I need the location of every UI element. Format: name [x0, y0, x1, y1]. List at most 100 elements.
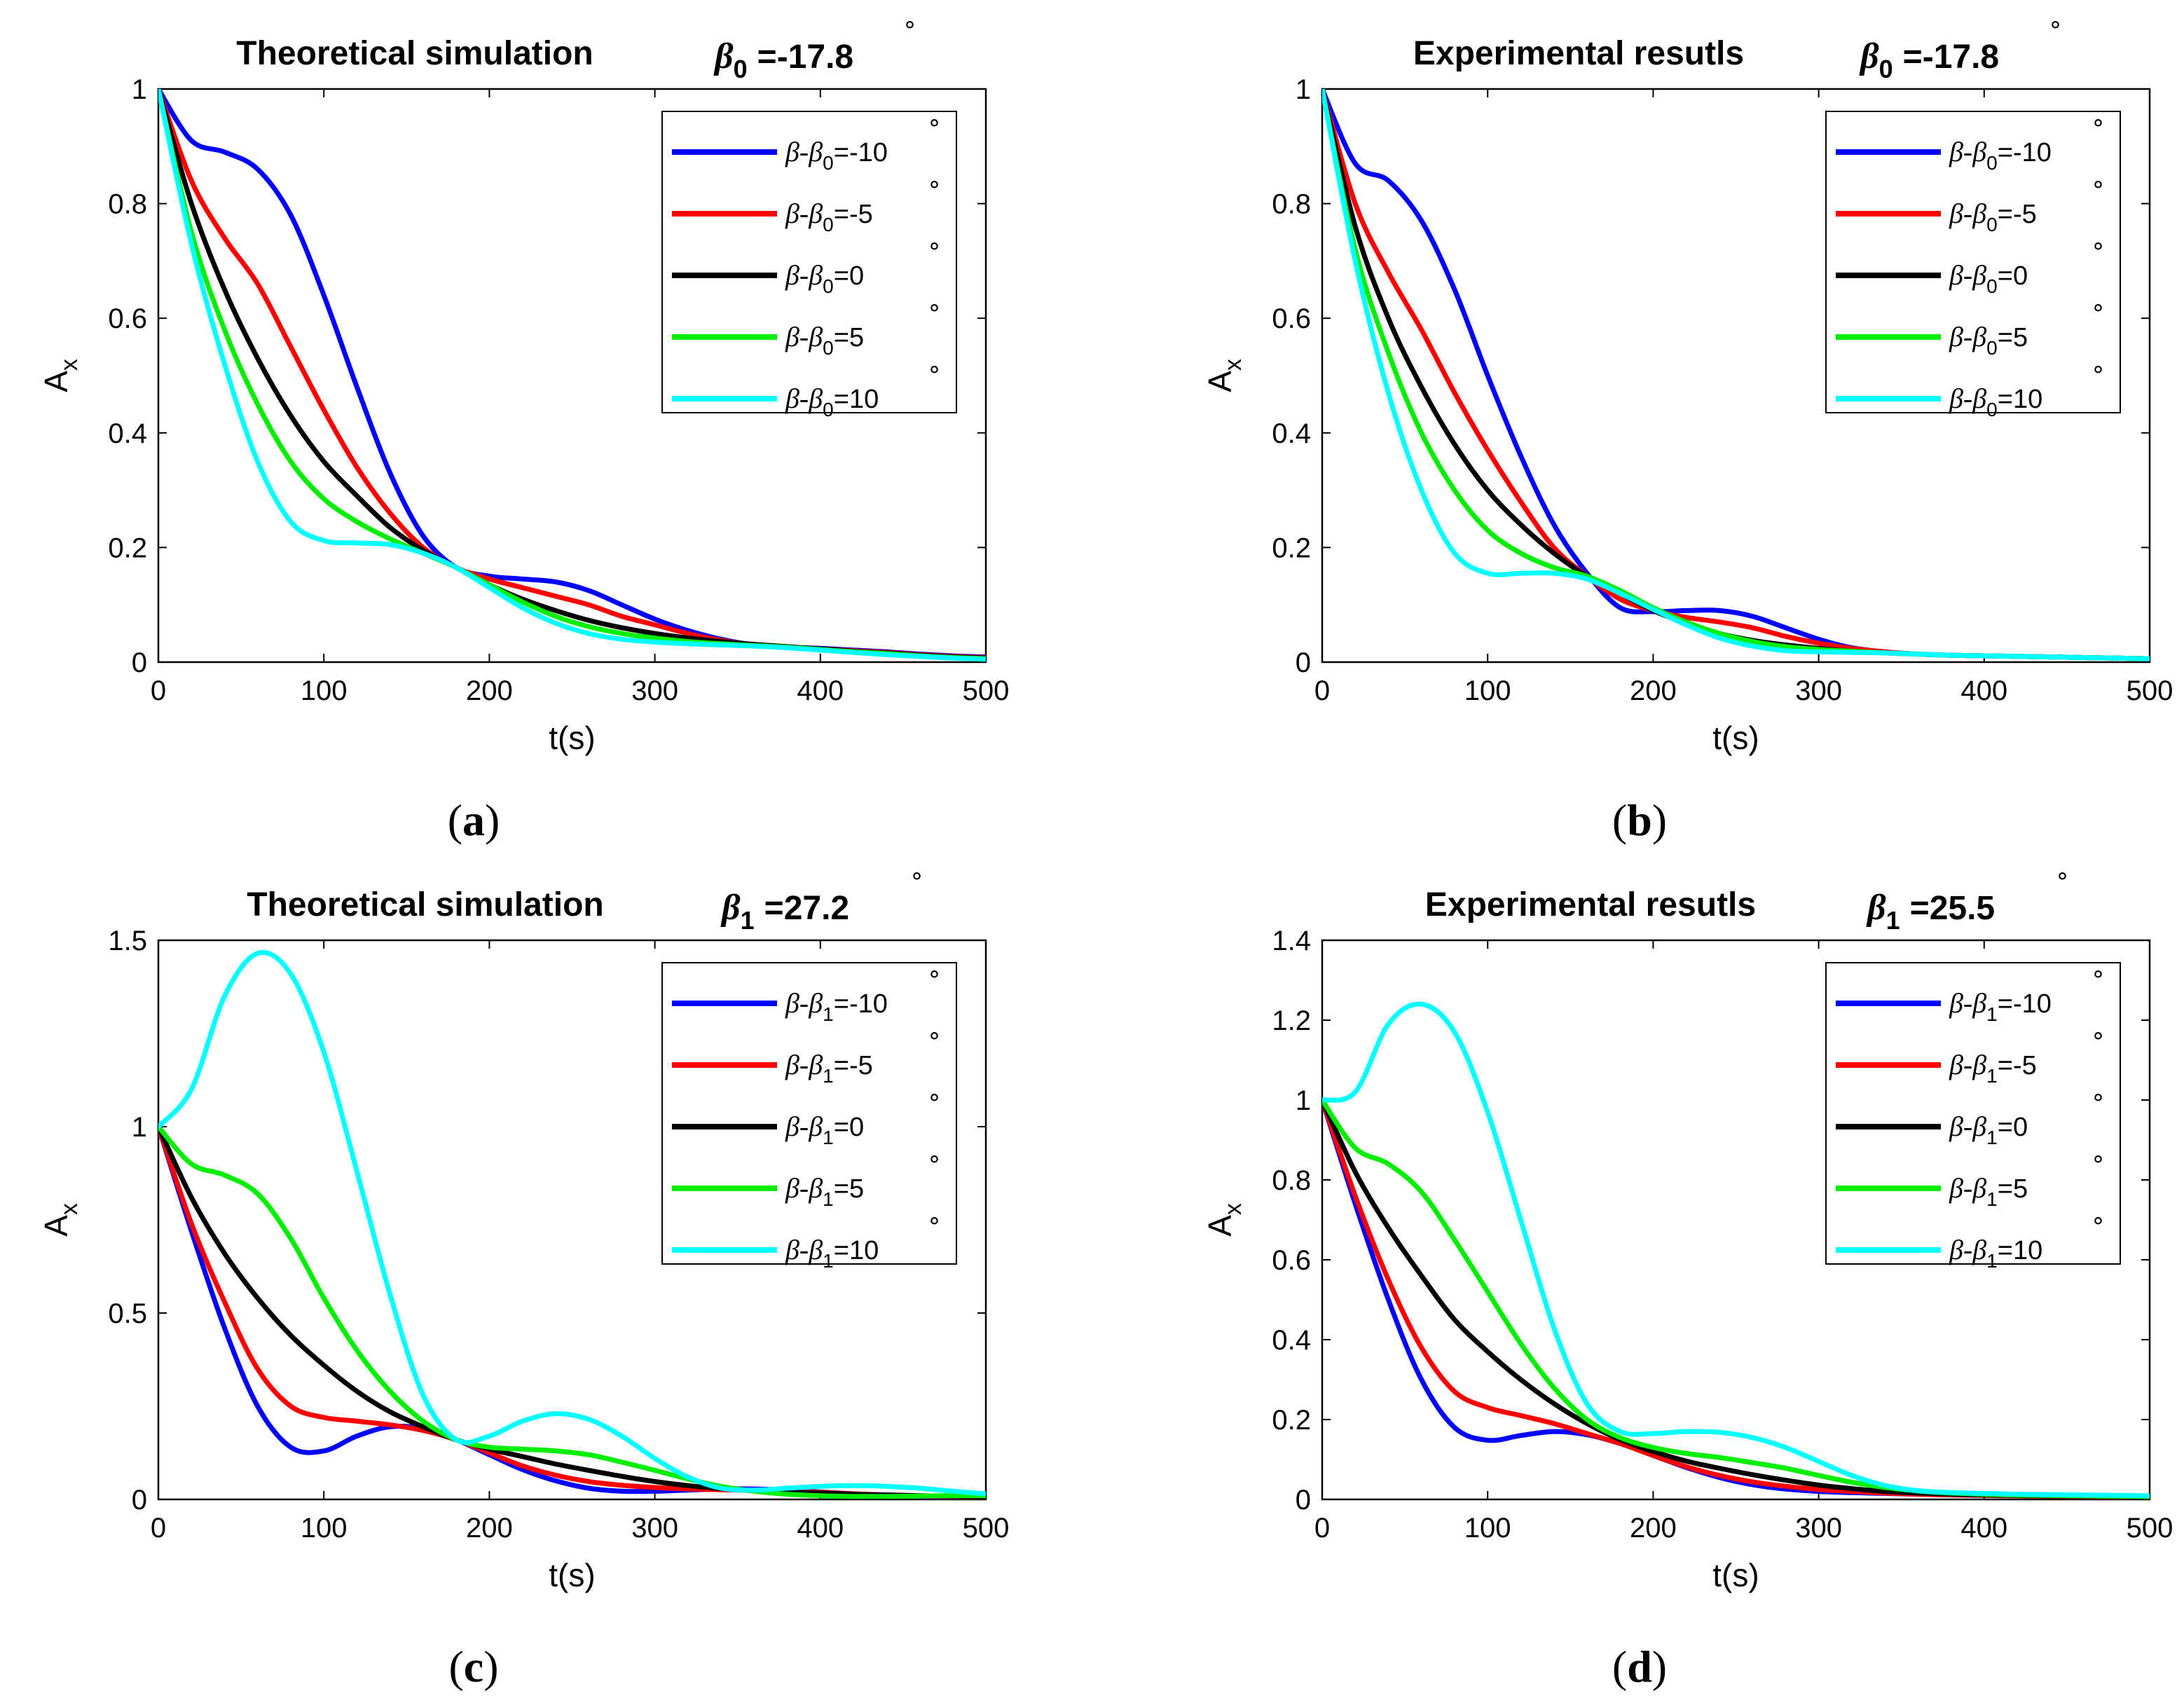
legend-label-pre: β-β — [1949, 259, 1986, 291]
beta-subscript: 0 — [1879, 55, 1893, 83]
legend-degree: ° — [2092, 1151, 2104, 1179]
beta-annotation: β1 =27.2 — [720, 888, 849, 935]
legend-label-sub: 1 — [823, 1188, 834, 1210]
y-tick-label: 0.6 — [108, 303, 147, 334]
legend-degree: ° — [928, 1213, 940, 1241]
legend-degree: ° — [928, 177, 940, 205]
legend-degree: ° — [928, 966, 940, 994]
y-tick-label: 0 — [1296, 647, 1311, 678]
legend-label-post: =-10 — [1998, 989, 2052, 1019]
y-tick-label: 1 — [132, 74, 147, 105]
panel-label-open: ( — [448, 1642, 463, 1691]
legend-label-post: =5 — [1998, 1174, 2028, 1204]
legend-degree: ° — [928, 1090, 940, 1118]
legend-label-post: =0 — [1998, 1113, 2028, 1142]
beta-value: =-17.8 — [757, 39, 853, 76]
legend-label-sub: 1 — [1986, 1250, 1998, 1272]
legend-label-pre: β-β — [1949, 987, 1986, 1019]
beta-annotation: β0 =-17.8 — [1859, 36, 1999, 83]
y-tick-label: 1 — [1296, 1085, 1311, 1116]
x-tick-label: 200 — [466, 1513, 513, 1544]
legend-label-1: β-β0=-5 — [1949, 198, 2037, 235]
legend-label-pre: β-β — [1949, 383, 1986, 414]
y-tick-label: 0.4 — [1272, 1325, 1311, 1356]
legend-label-sub: 0 — [1986, 152, 1998, 174]
legend-label-sub: 1 — [1986, 1003, 1998, 1025]
beta-symbol: β — [713, 36, 734, 76]
legend-label-pre: β-β — [1949, 1172, 1986, 1204]
x-axis-label: t(s) — [549, 1557, 595, 1593]
legend-label-1: β-β0=-5 — [785, 198, 873, 235]
beta-degree: ° — [2049, 17, 2061, 45]
legend-degree: ° — [2092, 115, 2104, 143]
y-tick-label: 0.4 — [108, 418, 147, 449]
y-axis-label: Ax — [38, 359, 83, 392]
series-line-4 — [158, 949, 986, 1497]
beta-annotation: β0 =-17.8 — [713, 36, 853, 83]
x-tick-label: 0 — [151, 675, 166, 706]
panel-label-open: ( — [1612, 795, 1627, 845]
legend: β-β1=-10°β-β1=-5°β-β1=0°β-β1=5°β-β1=10° — [661, 962, 957, 1272]
legend-label-post: =-5 — [834, 1051, 873, 1080]
legend-label-pre: β-β — [1949, 1111, 1986, 1142]
beta-symbol: β — [1859, 36, 1879, 76]
legend-label-4: β-β0=10 — [785, 383, 879, 420]
legend-label-post: =10 — [1998, 1236, 2042, 1265]
legend: β-β1=-10°β-β1=-5°β-β1=0°β-β1=5°β-β1=10° — [1825, 962, 2121, 1272]
legend-label-pre: β-β — [785, 321, 823, 352]
series-line-4 — [158, 89, 986, 662]
chart-panel-c: Theoretical simulation β1 =27.2°0 100 200 300… — [38, 868, 1009, 1691]
legend-label-post: =-10 — [834, 989, 888, 1019]
legend-label-post: =0 — [1998, 261, 2028, 291]
legend-label-sub: 1 — [1986, 1127, 1998, 1148]
series-line-4 — [1322, 89, 2150, 661]
legend-label-4: β-β1=10 — [1949, 1234, 2042, 1272]
x-tick-label: 400 — [1960, 675, 2007, 706]
beta-subscript: 1 — [741, 906, 755, 935]
panel-label-close: ) — [1652, 795, 1667, 845]
legend-label-0: β-β0=-10 — [1949, 136, 2052, 174]
y-axis-label: Ax — [38, 1203, 83, 1237]
legend-label-sub: 1 — [823, 1127, 834, 1148]
legend-label-0: β-β1=-10 — [785, 987, 888, 1025]
legend-degree: ° — [928, 115, 940, 143]
legend-label-sub: 1 — [823, 1250, 834, 1272]
x-tick-label: 400 — [1960, 1513, 2007, 1544]
panel-label: (d) — [1612, 1642, 1667, 1691]
panel-label-close: ) — [483, 1642, 498, 1691]
y-tick-label: 0 — [132, 647, 147, 678]
x-tick-label: 100 — [301, 675, 348, 706]
x-tick-label: 100 — [1464, 675, 1511, 706]
legend-box — [1825, 111, 2121, 413]
y-axis-label-sub: x — [1220, 359, 1246, 371]
legend-label-pre: β-β — [785, 1234, 823, 1265]
legend-label-pre: β-β — [785, 987, 823, 1019]
legend-label-sub: 0 — [823, 275, 834, 297]
x-axis-label: t(s) — [1712, 720, 1759, 756]
y-axis-label-main: A — [38, 371, 74, 392]
legend-label-post: =-5 — [1998, 200, 2037, 229]
legend: β-β0=-10°β-β0=-5°β-β0=0°β-β0=5°β-β0=10° — [661, 111, 957, 420]
legend-label-pre: β-β — [1949, 198, 1986, 229]
beta-subscript: 1 — [1886, 906, 1900, 935]
legend-label-sub: 1 — [1986, 1065, 1998, 1087]
series-line-4 — [1322, 1001, 2150, 1499]
legend-degree: ° — [928, 1151, 940, 1179]
beta-degree: ° — [911, 868, 923, 896]
y-axis-label: Ax — [1202, 359, 1246, 392]
x-tick-label: 100 — [1464, 1513, 1511, 1544]
beta-symbol: β — [720, 888, 741, 928]
y-tick-label: 1.5 — [108, 926, 147, 956]
legend-label-pre: β-β — [1949, 136, 1986, 167]
legend-label-post: =5 — [834, 323, 864, 352]
chart-panel-a: Theoretical simulation β0 =-17.8°0 100 200 30… — [38, 17, 1009, 845]
legend-degree: ° — [2092, 238, 2104, 266]
beta-annotation: β1 =25.5 — [1866, 888, 1995, 935]
chart-panel-b: Experimental resutls β0 =-17.8°0 100 200 300 4… — [1202, 17, 2173, 845]
legend-degree: ° — [928, 1028, 940, 1056]
legend-box — [661, 962, 957, 1265]
legend-degree: ° — [2092, 966, 2104, 994]
beta-degree: ° — [904, 17, 916, 45]
y-tick-label: 1.4 — [1272, 926, 1311, 956]
legend-label-pre: β-β — [785, 1111, 823, 1142]
